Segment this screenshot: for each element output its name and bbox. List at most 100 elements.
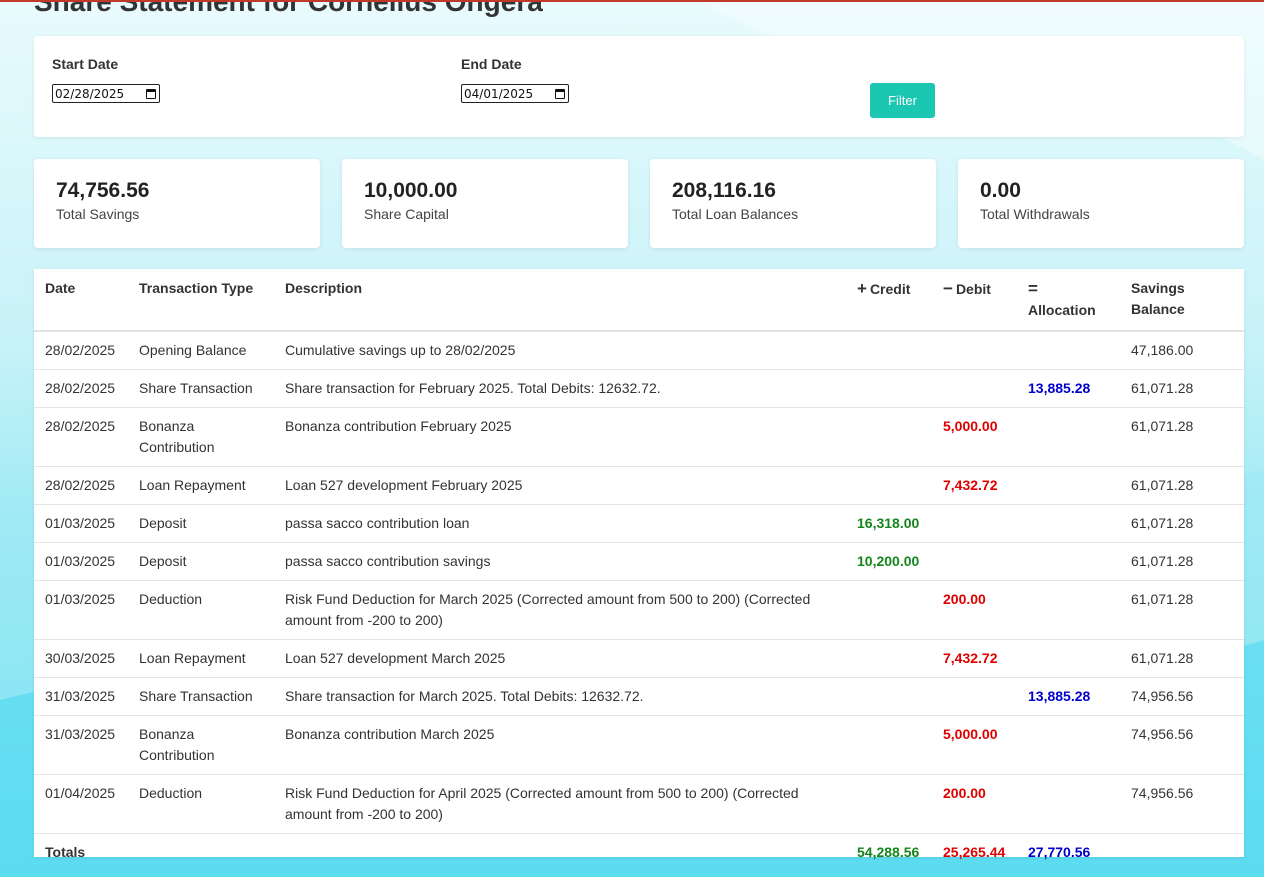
filter-button[interactable]: Filter [870, 83, 935, 118]
cell-credit [846, 369, 932, 408]
cell-date: 28/02/2025 [34, 331, 128, 370]
cell-credit [846, 331, 932, 370]
header-allocation: = Allocation [1017, 269, 1120, 332]
cell-credit [846, 580, 932, 640]
cell-allocation [1017, 407, 1120, 467]
cell-type: Deduction [128, 774, 274, 834]
cell-description: Risk Fund Deduction for March 2025 (Corr… [274, 580, 846, 640]
stat-label: Total Loan Balances [672, 206, 799, 222]
cell-debit: 7,432.72 [932, 639, 1017, 678]
end-date-label: End Date [461, 56, 522, 72]
stat-label: Total Withdrawals [980, 206, 1090, 222]
table-row: 31/03/2025 Bonanza Contribution Bonanza … [34, 715, 1244, 775]
cell-debit: 200.00 [932, 774, 1017, 834]
totals-empty [274, 834, 846, 872]
cell-allocation [1017, 504, 1120, 543]
cell-debit [932, 504, 1017, 543]
end-date-value: 04/01/2025 [464, 86, 534, 101]
cell-type: Bonanza Contribution [128, 407, 274, 467]
cell-type: Bonanza Contribution [128, 715, 274, 775]
cell-allocation: 13,885.28 [1017, 369, 1120, 408]
minus-icon: − [943, 279, 953, 298]
cell-type: Opening Balance [128, 331, 274, 370]
table-header-row: Date Transaction Type Description + Credi… [34, 269, 1244, 332]
stat-value: 74,756.56 [56, 179, 150, 202]
cell-balance: 74,956.56 [1120, 677, 1244, 716]
cell-description: Cumulative savings up to 28/02/2025 [274, 331, 846, 370]
header-credit: + Credit [846, 269, 932, 332]
cell-credit: 10,200.00 [846, 542, 932, 581]
cell-description: Share transaction for March 2025. Total … [274, 677, 846, 716]
cell-type: Loan Repayment [128, 639, 274, 678]
table-row: 31/03/2025 Share Transaction Share trans… [34, 677, 1244, 716]
cell-date: 01/03/2025 [34, 580, 128, 640]
table-row: 01/03/2025 Deposit passa sacco contribut… [34, 542, 1244, 581]
cell-debit [932, 369, 1017, 408]
cell-allocation [1017, 774, 1120, 834]
stat-share-capital: 10,000.00 Share Capital [342, 159, 628, 248]
cell-date: 31/03/2025 [34, 677, 128, 716]
cell-date: 28/02/2025 [34, 466, 128, 505]
stat-value: 0.00 [980, 179, 1021, 202]
header-transaction-type: Transaction Type [128, 269, 274, 332]
cell-credit [846, 407, 932, 467]
cell-description: passa sacco contribution loan [274, 504, 846, 543]
cell-balance: 47,186.00 [1120, 331, 1244, 370]
cell-type: Deduction [128, 580, 274, 640]
start-date-value: 02/28/2025 [55, 86, 125, 101]
calendar-icon[interactable] [146, 88, 156, 99]
cell-description: Bonanza contribution March 2025 [274, 715, 846, 775]
totals-allocation: 27,770.56 [1028, 844, 1091, 860]
cell-date: 28/02/2025 [34, 369, 128, 408]
table-row: 01/04/2025 Deduction Risk Fund Deduction… [34, 774, 1244, 834]
totals-empty [1120, 834, 1244, 872]
header-debit: − Debit [932, 269, 1017, 332]
cell-balance: 61,071.28 [1120, 639, 1244, 678]
header-credit-label: Credit [869, 281, 911, 297]
equals-icon: = [1028, 279, 1038, 298]
cell-allocation [1017, 715, 1120, 775]
cell-date: 31/03/2025 [34, 715, 128, 775]
header-debit-label: Debit [955, 281, 991, 297]
cell-balance: 61,071.28 [1120, 407, 1244, 467]
top-accent-line [0, 0, 1264, 2]
filter-panel: Start Date 02/28/2025 End Date 04/01/202… [34, 36, 1244, 137]
stat-label: Share Capital [364, 206, 449, 222]
cell-type: Loan Repayment [128, 466, 274, 505]
cell-allocation [1017, 639, 1120, 678]
cell-date: 01/03/2025 [34, 504, 128, 543]
cell-debit: 5,000.00 [932, 715, 1017, 775]
plus-icon: + [857, 279, 867, 298]
statement-table: Date Transaction Type Description + Credi… [34, 269, 1244, 871]
cell-description: Share transaction for February 2025. Tot… [274, 369, 846, 408]
cell-debit: 200.00 [932, 580, 1017, 640]
cell-description: Loan 527 development March 2025 [274, 639, 846, 678]
cell-balance: 74,956.56 [1120, 715, 1244, 775]
table-row: 28/02/2025 Opening Balance Cumulative sa… [34, 331, 1244, 370]
cell-type: Deposit [128, 504, 274, 543]
cell-date: 01/03/2025 [34, 542, 128, 581]
table-row: 28/02/2025 Bonanza Contribution Bonanza … [34, 407, 1244, 467]
cell-allocation [1017, 466, 1120, 505]
page-title: Share Statement for Cornelius Ongera [34, 0, 543, 17]
statement-table-card: Date Transaction Type Description + Credi… [34, 269, 1244, 860]
cell-debit: 5,000.00 [932, 407, 1017, 467]
start-date-input[interactable]: 02/28/2025 [52, 84, 160, 103]
cell-credit [846, 466, 932, 505]
cell-balance: 74,956.56 [1120, 774, 1244, 834]
table-row: 01/03/2025 Deduction Risk Fund Deduction… [34, 580, 1244, 640]
cell-credit [846, 715, 932, 775]
stat-value: 208,116.16 [672, 179, 776, 202]
end-date-input[interactable]: 04/01/2025 [461, 84, 569, 103]
cell-credit [846, 774, 932, 834]
calendar-icon[interactable] [555, 88, 565, 99]
start-date-field: Start Date 02/28/2025 [52, 56, 160, 103]
cell-credit [846, 639, 932, 678]
stat-total-withdrawals: 0.00 Total Withdrawals [958, 159, 1244, 248]
header-savings-balance: Savings Balance [1120, 269, 1244, 332]
cell-balance: 61,071.28 [1120, 542, 1244, 581]
cell-debit [932, 542, 1017, 581]
cell-date: 30/03/2025 [34, 639, 128, 678]
table-row: 28/02/2025 Share Transaction Share trans… [34, 369, 1244, 408]
cell-balance: 61,071.28 [1120, 466, 1244, 505]
